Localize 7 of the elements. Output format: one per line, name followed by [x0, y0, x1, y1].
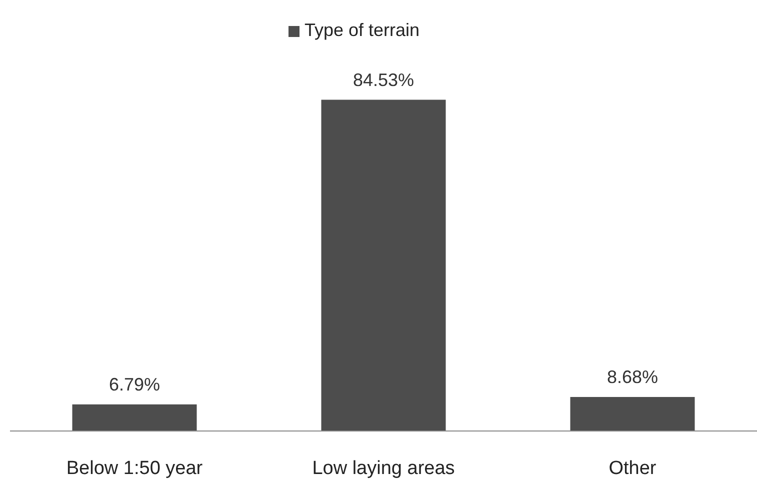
x-tick-label: Low laying areas: [312, 458, 455, 479]
data-label: 8.68%: [606, 366, 658, 387]
data-label: 6.79%: [108, 374, 160, 394]
legend-label: Type of terrain: [304, 20, 420, 40]
data-label: 84.53%: [352, 70, 414, 90]
x-tick-label: Other: [608, 458, 657, 479]
x-tick-label: Below 1:50 year: [66, 458, 204, 479]
